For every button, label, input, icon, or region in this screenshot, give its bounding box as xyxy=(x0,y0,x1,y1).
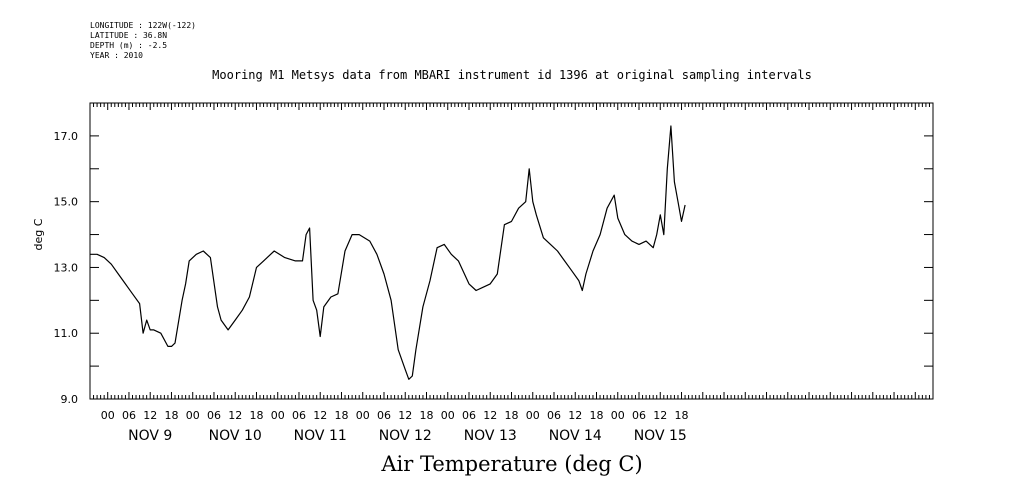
x-tick-label: 12 xyxy=(483,409,497,422)
series-line xyxy=(90,125,686,380)
y-tick-label: 15.0 xyxy=(54,196,79,209)
x-day-label: NOV 15 xyxy=(634,428,687,444)
x-axis-title: Air Temperature (deg C) xyxy=(381,452,643,476)
x-tick-label: 18 xyxy=(164,409,178,422)
chart-title: Mooring M1 Metsys data from MBARI instru… xyxy=(212,68,812,82)
x-tick-label: 18 xyxy=(590,409,604,422)
metadata-block: LONGITUDE : 122W(-122) LATITUDE : 36.8N … xyxy=(90,21,196,61)
x-tick-label: 18 xyxy=(249,409,263,422)
y-tick-label: 9.0 xyxy=(61,393,79,406)
x-day-label: NOV 13 xyxy=(464,428,517,444)
x-tick-label: 06 xyxy=(292,409,306,422)
x-tick-label: 06 xyxy=(462,409,476,422)
longitude-text: LONGITUDE : 122W(-122) xyxy=(90,21,196,30)
x-day-label: NOV 11 xyxy=(294,428,347,444)
x-tick-label: 00 xyxy=(526,409,540,422)
x-tick-label: 00 xyxy=(611,409,625,422)
y-axis-label: deg C xyxy=(32,218,45,250)
x-day-label: NOV 14 xyxy=(549,428,602,444)
x-tick-label: 12 xyxy=(313,409,327,422)
x-tick-label: 06 xyxy=(122,409,136,422)
x-tick-label: 18 xyxy=(675,409,689,422)
x-day-label: NOV 10 xyxy=(209,428,262,444)
x-tick-label: 12 xyxy=(143,409,157,422)
x-tick-label: 18 xyxy=(505,409,519,422)
x-tick-label: 12 xyxy=(228,409,242,422)
x-tick-label: 12 xyxy=(653,409,667,422)
depth-text: DEPTH (m) : -2.5 xyxy=(90,41,168,50)
x-tick-label: 00 xyxy=(101,409,115,422)
y-tick-label: 17.0 xyxy=(54,130,79,143)
x-tick-label: 12 xyxy=(398,409,412,422)
y-tick-label: 13.0 xyxy=(54,261,79,274)
x-tick-label: 06 xyxy=(547,409,561,422)
x-tick-label: 18 xyxy=(334,409,348,422)
x-day-label: NOV 12 xyxy=(379,428,432,444)
x-tick-label: 06 xyxy=(377,409,391,422)
x-tick-label: 18 xyxy=(419,409,433,422)
x-tick-label: 00 xyxy=(356,409,370,422)
plot-frame xyxy=(89,102,934,400)
x-tick-label: 00 xyxy=(271,409,285,422)
y-tick-label: 11.0 xyxy=(54,327,79,340)
x-tick-label: 00 xyxy=(441,409,455,422)
year-text: YEAR : 2010 xyxy=(90,51,143,60)
latitude-text: LATITUDE : 36.8N xyxy=(90,31,168,40)
x-day-label: NOV 9 xyxy=(128,428,172,444)
x-tick-label: 06 xyxy=(632,409,646,422)
x-tick-label: 06 xyxy=(207,409,221,422)
x-tick-label: 12 xyxy=(568,409,582,422)
x-tick-label: 00 xyxy=(186,409,200,422)
